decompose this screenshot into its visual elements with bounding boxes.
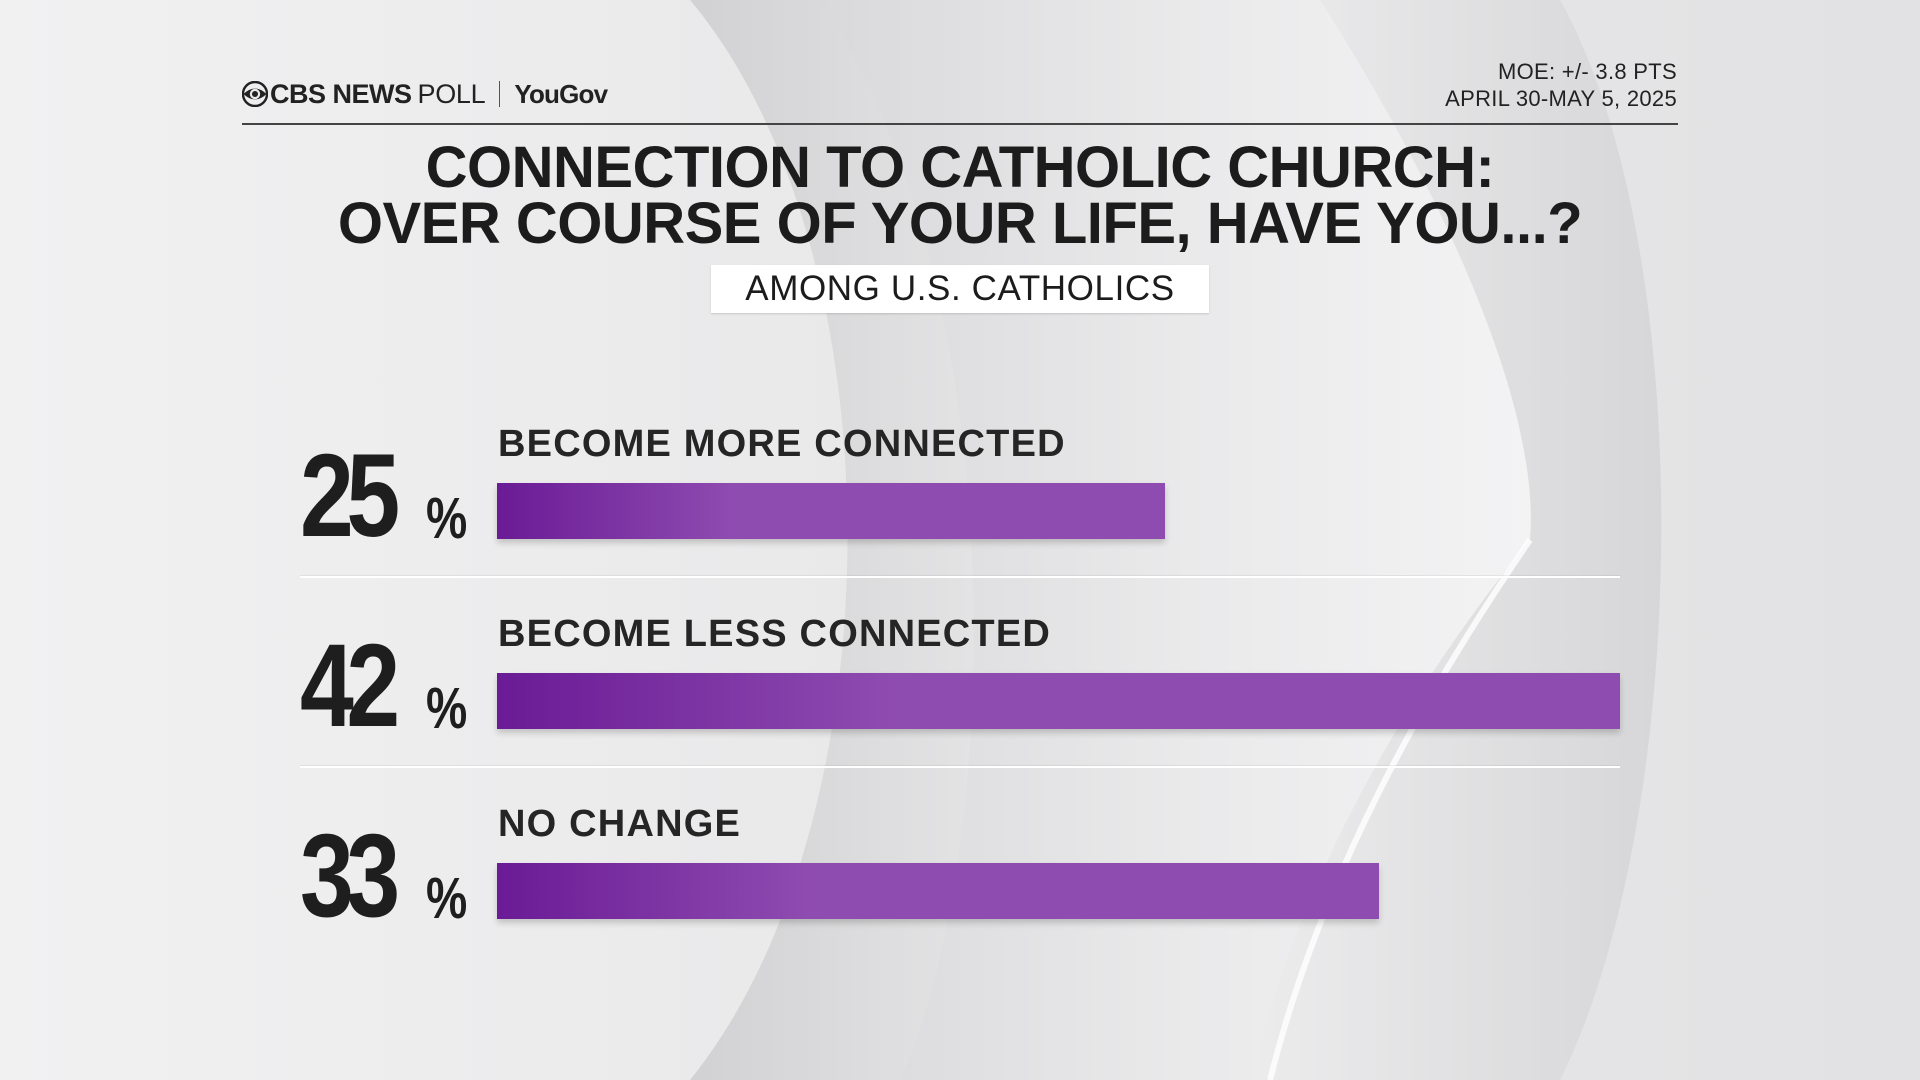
margin-of-error: MOE: +/- 3.8 PTS: [1497, 59, 1677, 84]
value-number: 25: [300, 430, 400, 562]
bar: [497, 673, 1620, 729]
chart-title: CONNECTION TO CATHOLIC CHURCH: OVER COUR…: [0, 135, 1920, 256]
brand-poll: POLL: [417, 78, 486, 109]
row-divider: [300, 766, 1620, 768]
category-label: NO CHANGE: [498, 803, 742, 845]
value-number: 33: [300, 810, 400, 942]
header-rule: [242, 123, 1678, 125]
brand-separator: [499, 81, 501, 107]
percent-sign: %: [426, 486, 468, 551]
percent-sign: %: [426, 676, 468, 741]
bar: [497, 863, 1379, 919]
bar: [497, 483, 1165, 539]
category-label: BECOME LESS CONNECTED: [498, 613, 1052, 655]
value-label: 33%: [300, 798, 480, 942]
bar-row: 25% BECOME MORE CONNECTED: [300, 418, 1620, 608]
subtitle-wrapper: AMONG U.S. CATHOLICS: [0, 265, 1920, 313]
bar-row: 42% BECOME LESS CONNECTED: [300, 608, 1620, 798]
title-line-2: OVER COURSE OF YOUR LIFE, HAVE YOU...?: [337, 191, 1583, 256]
cbs-eye-logo-icon: [242, 81, 268, 107]
bar-row: 33% NO CHANGE: [300, 798, 1620, 988]
percent-sign: %: [426, 866, 468, 931]
row-divider: [300, 576, 1620, 578]
brand-yougov: YouGov: [514, 78, 608, 109]
poll-meta: MOE: +/- 3.8 PTS APRIL 30-MAY 5, 2025: [1445, 58, 1677, 112]
chart-subtitle: AMONG U.S. CATHOLICS: [711, 265, 1209, 313]
value-label: 42%: [300, 608, 480, 752]
title-line-1: CONNECTION TO CATHOLIC CHURCH:: [425, 135, 1495, 200]
value-number: 42: [300, 620, 400, 752]
poll-dates: APRIL 30-MAY 5, 2025: [1445, 86, 1677, 111]
value-label: 25%: [300, 418, 480, 562]
category-label: BECOME MORE CONNECTED: [498, 423, 1066, 465]
brand-lockup: CBS NEWS POLL YouGov: [242, 76, 608, 112]
brand-cbs-news: CBS NEWS: [270, 78, 412, 109]
